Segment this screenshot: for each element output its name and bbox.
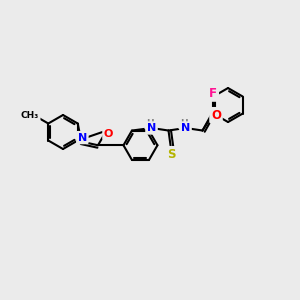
Text: N: N bbox=[78, 133, 87, 142]
Text: O: O bbox=[211, 109, 221, 122]
Text: F: F bbox=[209, 87, 217, 100]
Text: N: N bbox=[181, 123, 190, 133]
Text: H: H bbox=[180, 119, 187, 128]
Text: CH₃: CH₃ bbox=[21, 111, 39, 120]
Text: H: H bbox=[146, 119, 153, 128]
Text: N: N bbox=[147, 123, 156, 133]
Text: S: S bbox=[167, 148, 175, 161]
Text: O: O bbox=[104, 129, 113, 139]
